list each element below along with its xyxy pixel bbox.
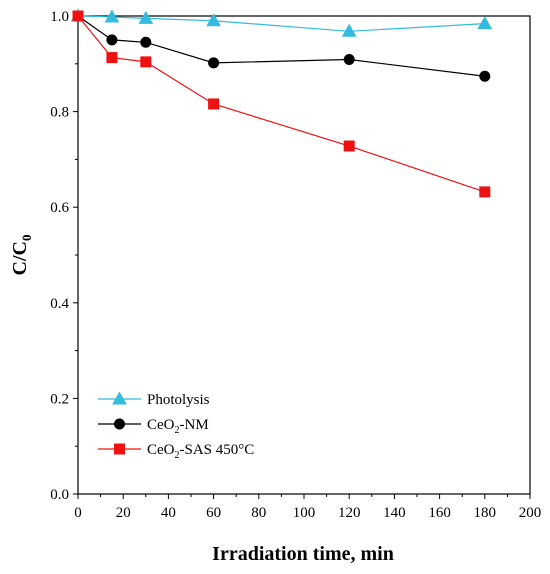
plot-frame xyxy=(77,15,531,495)
data-point xyxy=(343,140,355,152)
data-point xyxy=(138,10,154,24)
data-point xyxy=(341,23,357,37)
series-0 xyxy=(70,8,493,37)
legend-marker xyxy=(114,418,125,430)
x-tick-label: 200 xyxy=(519,505,542,521)
x-tick-label: 140 xyxy=(383,505,406,521)
data-point xyxy=(343,53,355,65)
data-point xyxy=(477,16,493,30)
y-axis-title-main: C/C xyxy=(9,241,31,275)
data-point xyxy=(140,56,152,68)
y-tick-label: 0.6 xyxy=(50,200,69,216)
x-tick-label: 40 xyxy=(161,505,176,521)
series-2 xyxy=(72,10,491,198)
x-tick-label: 100 xyxy=(293,505,316,521)
y-tick-label: 0.4 xyxy=(50,296,69,312)
legend-item: Photolysis xyxy=(98,391,210,408)
legend-marker xyxy=(112,391,127,405)
x-tick-label: 180 xyxy=(474,505,497,521)
data-point xyxy=(206,13,221,27)
series-line xyxy=(77,15,485,32)
legend-label-subscript: 2 xyxy=(175,450,180,461)
legend-label-main: Photolysis xyxy=(147,392,210,408)
legend-label: Photolysis xyxy=(147,392,210,408)
legend-marker xyxy=(114,443,125,455)
series-1 xyxy=(72,10,491,82)
legend-label-main: CeO xyxy=(147,417,175,433)
axes: 0 20 40 60 80 100 120 140 160 180 200 0.0 0.2 0.4 0.6 0… xyxy=(50,9,541,521)
y-tick-label: 0.2 xyxy=(50,391,69,407)
data-point xyxy=(208,57,220,69)
x-axis-title: Irradiation time, min xyxy=(212,543,394,565)
series-group xyxy=(70,8,493,198)
legend-label: CeO2-SAS 450°C xyxy=(147,442,254,461)
legend-label-subscript: 2 xyxy=(175,425,180,436)
data-point xyxy=(106,52,118,64)
x-tick-label: 120 xyxy=(338,505,361,521)
legend-label-suffix: -NM xyxy=(180,417,209,433)
x-tick-label: 80 xyxy=(251,505,266,521)
data-point xyxy=(208,98,220,110)
legend-item: CeO2-SAS 450°C xyxy=(98,442,254,461)
data-point xyxy=(72,10,84,22)
x-tick-label: 0 xyxy=(74,505,82,521)
y-tick-label: 0.0 xyxy=(50,487,69,503)
data-point xyxy=(104,9,120,23)
data-point xyxy=(140,36,152,48)
y-axis-title: C/C0 xyxy=(9,235,34,276)
y-axis-title-sub: 0 xyxy=(19,235,34,242)
legend-item: CeO2-NM xyxy=(98,417,209,436)
data-point xyxy=(479,186,491,198)
y-tick-label: 0.8 xyxy=(50,105,69,121)
legend-label-main: CeO xyxy=(147,442,175,458)
x-tick-label: 60 xyxy=(206,505,221,521)
series-line xyxy=(77,15,485,77)
series-line xyxy=(77,15,485,193)
data-point xyxy=(479,70,491,82)
legend-label: CeO2-NM xyxy=(147,417,209,436)
legend-label-suffix: -SAS 450°C xyxy=(180,442,255,458)
data-point xyxy=(106,34,118,46)
y-tick-label: 1.0 xyxy=(50,9,69,25)
x-tick-label: 20 xyxy=(116,505,131,521)
x-tick-label: 160 xyxy=(428,505,451,521)
